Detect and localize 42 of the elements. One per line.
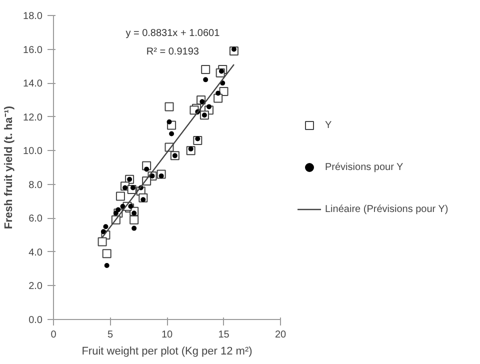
y-tick-label: 4.0	[28, 247, 43, 258]
point	[103, 224, 108, 230]
point	[216, 90, 221, 96]
y-tick-label: 18.0	[23, 11, 43, 22]
y-tick-label: 10.0	[23, 146, 43, 158]
point	[144, 166, 150, 172]
point	[164, 102, 174, 112]
annotation: R² = 0.9193	[146, 46, 200, 58]
x-tick-label: 0	[50, 330, 57, 340]
x-axis-title: Fruit weight per plot (Kg per 12 m²)	[82, 346, 252, 358]
y-tick-label: 16.0	[23, 44, 43, 56]
point	[130, 215, 139, 224]
legend-label: Y	[325, 120, 333, 130]
x-tick-label: 10	[161, 330, 173, 340]
point	[166, 119, 172, 124]
x-tick-label: 15	[218, 330, 230, 340]
y-tick-label: 12.0	[23, 112, 43, 124]
point	[201, 65, 210, 74]
point	[104, 262, 110, 268]
point	[120, 204, 126, 209]
point	[220, 80, 226, 86]
y-tick-label: 8.0	[28, 180, 43, 191]
point	[132, 226, 137, 231]
point	[219, 87, 228, 96]
x-tick-label: 20	[274, 330, 286, 340]
annotation: y = 0.8831x + 1.0601	[126, 28, 220, 40]
point	[214, 94, 223, 103]
y-tick-label: 6.0	[28, 214, 43, 225]
point	[98, 237, 107, 246]
point	[100, 229, 106, 234]
legend-label: Prévisions pour Y	[325, 162, 404, 172]
y-axis-title: Fresh fruit yield (t. ha⁻¹)	[3, 106, 16, 230]
point	[169, 131, 174, 136]
point	[102, 249, 112, 258]
point	[206, 104, 212, 110]
point	[116, 192, 125, 201]
legend-label: Linéaire (Prévisions pour Y)	[325, 204, 448, 214]
x-tick-label: 5	[107, 330, 114, 340]
y-tick-label: 0.0	[28, 315, 43, 326]
point	[203, 77, 208, 82]
y-tick-label: 2.0	[28, 281, 43, 292]
y-tick-label: 14.0	[23, 78, 43, 90]
